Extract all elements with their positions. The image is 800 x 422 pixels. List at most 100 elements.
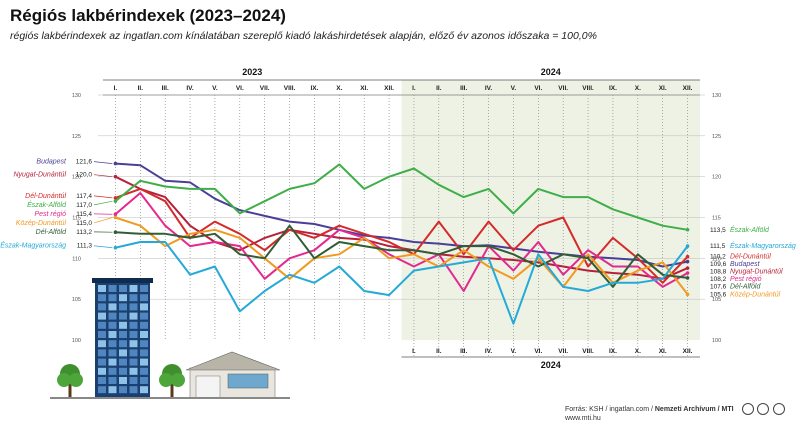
mti-logo-icon bbox=[742, 403, 754, 415]
y-tick-label-left: 100 bbox=[72, 338, 81, 344]
series-end-point bbox=[686, 255, 690, 259]
month-tick-label: IX. bbox=[609, 85, 617, 92]
series-start-point bbox=[114, 216, 118, 220]
end-value-label: 111,5 bbox=[710, 243, 726, 250]
end-value-label: 110,2 bbox=[710, 254, 726, 261]
end-value-label: 107,6 bbox=[710, 284, 727, 291]
series-start-point bbox=[114, 162, 118, 166]
series-name-left: Dél-Alföld bbox=[36, 229, 67, 236]
label-leader-left bbox=[94, 218, 112, 223]
month-tick-label-bottom: VII. bbox=[558, 348, 568, 355]
month-tick-label-bottom: II. bbox=[436, 348, 442, 355]
series-start-point bbox=[114, 199, 118, 203]
series-start-point bbox=[114, 246, 118, 250]
series-start-point bbox=[114, 230, 118, 234]
label-leader-left bbox=[94, 246, 112, 248]
series-start-point bbox=[114, 212, 118, 216]
month-tick-label-bottom: XII. bbox=[683, 348, 693, 355]
series-name-right: Közép-Dunántúl bbox=[730, 291, 781, 298]
label-leader-left bbox=[94, 162, 112, 164]
series-name-left: Budapest bbox=[36, 159, 67, 166]
series-end-point bbox=[686, 260, 690, 264]
series-name-right: Budapest bbox=[730, 261, 761, 268]
month-tick-label: VII. bbox=[260, 85, 270, 92]
series-name-right: Nyugat-Dunántúl bbox=[730, 269, 783, 276]
series-name-right: Észak-Magyarország bbox=[730, 241, 796, 250]
month-tick-label-bottom: I. bbox=[412, 348, 416, 355]
end-value-label: 113,5 bbox=[710, 227, 726, 234]
end-value-label: 108,8 bbox=[710, 269, 727, 276]
start-value-label: 117,4 bbox=[76, 193, 92, 200]
month-tick-label: V. bbox=[511, 85, 517, 92]
y-tick-label-left: 130 bbox=[72, 93, 81, 99]
start-value-label: 120,0 bbox=[76, 172, 93, 179]
month-tick-label-bottom: IX. bbox=[609, 348, 617, 355]
start-value-label: 113,2 bbox=[76, 229, 92, 236]
series-name-left: Közép-Dunántúl bbox=[16, 220, 67, 227]
month-tick-label: XI. bbox=[659, 85, 667, 92]
end-value-label: 108,2 bbox=[710, 276, 727, 283]
month-tick-label: XII. bbox=[384, 85, 394, 92]
series-end-point bbox=[686, 266, 690, 270]
month-tick-label: VI. bbox=[534, 85, 542, 92]
year-label-2024-bottom: 2024 bbox=[541, 360, 561, 370]
series-end-point bbox=[686, 276, 690, 280]
y-tick-label-left: 110 bbox=[72, 256, 81, 262]
series-name-left: Észak-Alföld bbox=[27, 200, 67, 209]
tree-left-icon bbox=[57, 364, 83, 398]
month-tick-label: VIII. bbox=[582, 85, 594, 92]
month-tick-label: V. bbox=[212, 85, 218, 92]
office-building-icon bbox=[92, 278, 153, 397]
month-tick-label: VIII. bbox=[284, 85, 296, 92]
series-start-point bbox=[114, 175, 118, 179]
buildings-illustration bbox=[50, 278, 290, 399]
year-label-2024-top: 2024 bbox=[541, 67, 561, 77]
month-tick-label: X. bbox=[635, 85, 641, 92]
month-tick-label-bottom: V. bbox=[511, 348, 517, 355]
site-text: www.mti.hu bbox=[565, 415, 601, 422]
y-tick-label-right: 115 bbox=[712, 216, 721, 222]
series-end-point bbox=[686, 292, 690, 296]
month-tick-label: III. bbox=[460, 85, 467, 92]
year-2024-shade bbox=[402, 80, 701, 340]
y-tick-label-right: 130 bbox=[712, 93, 721, 99]
start-value-label: 115,0 bbox=[76, 220, 92, 227]
series-name-right: Dél-Alföld bbox=[730, 284, 761, 291]
start-value-label: 111,3 bbox=[77, 243, 93, 250]
month-tick-label: IV. bbox=[485, 85, 493, 92]
y-tick-label-left: 105 bbox=[72, 297, 81, 303]
y-tick-label-right: 120 bbox=[712, 175, 721, 181]
end-value-label: 109,6 bbox=[710, 261, 727, 268]
month-tick-label: X. bbox=[336, 85, 342, 92]
ground-line bbox=[50, 397, 290, 399]
month-tick-label: I. bbox=[114, 85, 118, 92]
archive-logo-icon bbox=[757, 403, 769, 415]
agency-logo-icon bbox=[773, 403, 785, 415]
label-leader-left bbox=[94, 201, 112, 205]
series-end-point bbox=[686, 271, 690, 275]
month-tick-label: VI. bbox=[236, 85, 244, 92]
series-name-left: Nyugat-Dunántúl bbox=[13, 172, 66, 179]
month-tick-label: I. bbox=[412, 85, 416, 92]
month-tick-label-bottom: III. bbox=[460, 348, 467, 355]
series-end-point bbox=[686, 244, 690, 248]
month-tick-label: II. bbox=[436, 85, 442, 92]
label-leader-left bbox=[94, 175, 112, 177]
month-tick-label: VII. bbox=[558, 85, 568, 92]
month-tick-label: XII. bbox=[683, 85, 693, 92]
series-name-right: Pest régió bbox=[730, 276, 762, 283]
series-end-point bbox=[686, 228, 690, 232]
month-tick-label-bottom: X. bbox=[635, 348, 641, 355]
month-tick-label-bottom: VI. bbox=[534, 348, 542, 355]
month-tick-label: II. bbox=[138, 85, 144, 92]
series-name-left: Pest régió bbox=[34, 211, 66, 218]
credit-text: Nemzeti Archívum / MTI bbox=[655, 406, 734, 413]
end-value-label: 105,6 bbox=[710, 291, 727, 298]
series-name-right: Észak-Alföld bbox=[730, 225, 770, 234]
label-leader-left bbox=[94, 196, 112, 198]
start-value-label: 121,6 bbox=[76, 159, 93, 166]
y-tick-label-left: 125 bbox=[72, 134, 81, 140]
month-tick-label: III. bbox=[162, 85, 169, 92]
series-name-left: Észak-Magyarország bbox=[0, 241, 66, 250]
